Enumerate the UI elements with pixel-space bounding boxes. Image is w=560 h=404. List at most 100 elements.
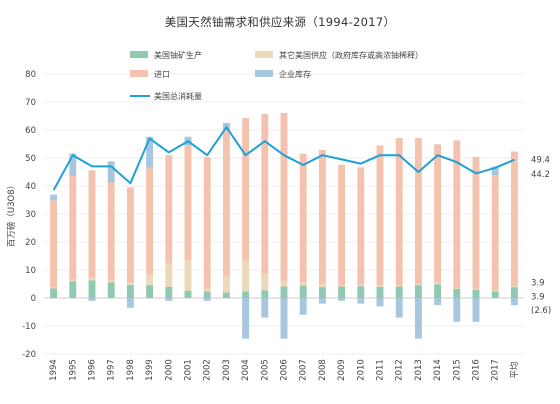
bar [376, 298, 384, 307]
bar [472, 289, 480, 298]
bar [318, 149, 326, 285]
bar [357, 284, 365, 287]
x-tick-label: 2017 [491, 359, 501, 381]
bar [165, 263, 173, 287]
x-tick-label: 2008 [318, 359, 328, 381]
x-tick-label: 2016 [472, 359, 482, 381]
bar [242, 291, 250, 298]
bar [146, 285, 154, 298]
y-tick-label: 60 [25, 126, 36, 136]
value-label: 3.9 [531, 279, 545, 289]
x-tick-label: 1994 [49, 359, 59, 381]
x-tick-label: 1998 [126, 359, 136, 381]
bar [126, 187, 134, 283]
legend-swatch [255, 51, 273, 58]
bar [222, 292, 230, 298]
bar [299, 285, 307, 298]
bar [395, 286, 403, 298]
bar [510, 151, 518, 286]
legend-label: 进口 [154, 70, 170, 79]
bar [69, 281, 77, 298]
y-tick-label: -20 [22, 350, 36, 360]
bar [184, 145, 192, 260]
bar [453, 140, 461, 288]
bar [414, 298, 422, 339]
bar [395, 285, 403, 287]
bar [222, 275, 230, 293]
x-tick-label: 2003 [222, 359, 232, 381]
bar [414, 138, 422, 284]
bar [453, 298, 461, 322]
bar [299, 153, 307, 283]
x-tick-label: 平均 [509, 361, 520, 378]
bar [318, 298, 326, 304]
bar [376, 286, 384, 298]
bar [242, 117, 250, 261]
bar [88, 298, 96, 301]
bar [184, 259, 192, 291]
y-tick-label: 10 [25, 266, 36, 276]
bar [376, 285, 384, 287]
bar [510, 285, 518, 288]
bar [126, 284, 134, 298]
y-tick-label: 20 [25, 238, 36, 248]
bar [299, 298, 307, 315]
bar [146, 167, 154, 274]
x-tick-label: 2007 [299, 359, 309, 381]
bar [203, 157, 211, 289]
chart-title: 美国天然铀需求和供应来源（1994-2017） [164, 15, 396, 29]
value-label: (2.6) [531, 306, 551, 316]
bar [280, 280, 288, 287]
y-tick-label: 40 [25, 182, 36, 192]
x-tick-label: 2010 [356, 359, 366, 381]
bar [434, 144, 442, 283]
y-axis-label: 百万磅（U3O8） [6, 181, 17, 247]
bar [222, 130, 230, 276]
bar [165, 155, 173, 263]
y-tick-label: 80 [25, 70, 36, 80]
x-tick-label: 2000 [164, 359, 174, 381]
bar [318, 287, 326, 298]
y-tick-label: 30 [25, 210, 36, 220]
y-tick-label: 50 [25, 154, 36, 164]
bar [107, 182, 115, 281]
legend-swatch [130, 70, 148, 77]
x-tick-label: 2014 [433, 359, 443, 381]
x-tick-label: 2006 [280, 359, 290, 381]
legend-swatch [255, 70, 273, 77]
bar [434, 284, 442, 298]
x-tick-label: 2004 [241, 359, 251, 381]
x-tick-label: 2001 [184, 359, 194, 381]
bar [491, 289, 499, 292]
value-label: 49.4 [531, 156, 550, 166]
legend-swatch [130, 51, 148, 58]
bar [242, 298, 250, 339]
bar [165, 286, 173, 298]
bar [203, 288, 211, 292]
bar [50, 200, 58, 288]
bar [126, 282, 134, 285]
x-tick-label: 2009 [337, 359, 347, 381]
x-tick-label: 2012 [395, 359, 405, 381]
bar [146, 273, 154, 286]
bar [107, 161, 115, 183]
x-tick-label: 2005 [260, 359, 270, 381]
bar [280, 286, 288, 298]
y-tick-label: -10 [22, 322, 36, 332]
bar [472, 298, 480, 322]
bar [338, 164, 346, 286]
bar [338, 298, 346, 301]
bar [434, 282, 442, 285]
bar [472, 288, 480, 290]
bar [357, 298, 365, 304]
bar [88, 280, 96, 298]
bar [357, 167, 365, 285]
x-tick-label: 1996 [88, 359, 98, 381]
legend-label: 企业库存 [279, 69, 311, 79]
value-label: 3.9 [531, 292, 545, 302]
x-tick-label: 2013 [414, 359, 424, 381]
x-tick-label: 1997 [107, 359, 117, 381]
bar [88, 170, 96, 279]
